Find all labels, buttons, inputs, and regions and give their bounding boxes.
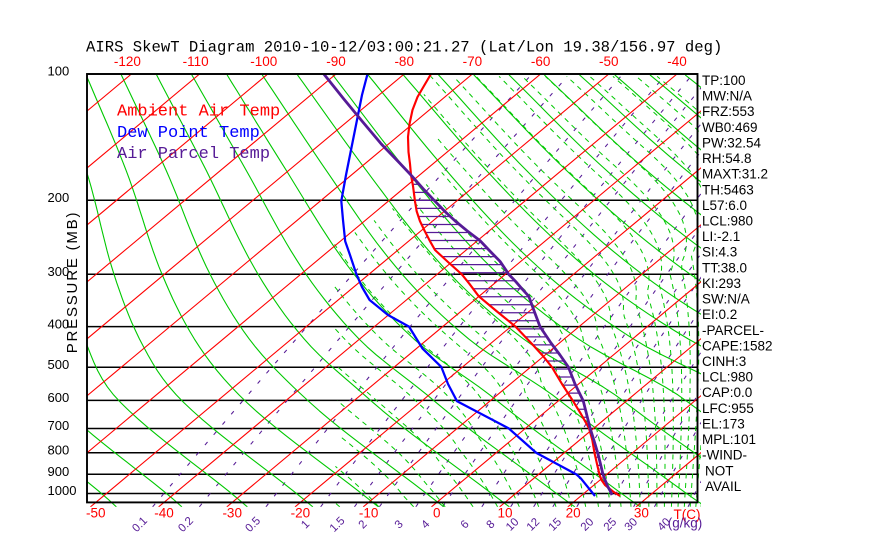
- svg-text:Ambient Air Temp: Ambient Air Temp: [117, 103, 280, 122]
- svg-text:20: 20: [566, 505, 581, 520]
- svg-text:-WIND-: -WIND-: [702, 448, 747, 463]
- svg-text:-80: -80: [394, 54, 414, 69]
- svg-text:KI:293: KI:293: [702, 276, 741, 291]
- svg-text:TP:100: TP:100: [702, 73, 746, 88]
- svg-text:-90: -90: [326, 54, 346, 69]
- svg-text:Air Parcel Temp: Air Parcel Temp: [117, 145, 270, 164]
- svg-text:L57:6.0: L57:6.0: [702, 198, 747, 213]
- svg-text:CAP:0.0: CAP:0.0: [702, 385, 752, 400]
- svg-text:-120: -120: [114, 54, 141, 69]
- svg-text:200: 200: [48, 190, 70, 205]
- svg-text:-40: -40: [667, 54, 687, 69]
- svg-text:WB0:469: WB0:469: [702, 120, 758, 135]
- svg-text:600: 600: [48, 390, 70, 405]
- svg-text:LCL:980: LCL:980: [702, 214, 753, 229]
- svg-text:Dew Point Temp: Dew Point Temp: [117, 124, 260, 143]
- svg-text:0: 0: [433, 505, 441, 520]
- svg-text:300: 300: [48, 264, 70, 279]
- svg-text:PW:32.54: PW:32.54: [702, 135, 762, 150]
- svg-text:T(C): T(C): [674, 507, 701, 522]
- svg-text:AVAIL: AVAIL: [705, 479, 742, 494]
- svg-text:-110: -110: [183, 54, 209, 69]
- svg-text:900: 900: [48, 464, 70, 479]
- svg-text:SW:N/A: SW:N/A: [702, 292, 750, 307]
- svg-text:TH:5463: TH:5463: [702, 182, 754, 197]
- svg-text:CINH:3: CINH:3: [702, 354, 746, 369]
- svg-text:SI:4.3: SI:4.3: [702, 245, 737, 260]
- svg-text:-50: -50: [599, 54, 619, 69]
- svg-text:30: 30: [634, 505, 649, 520]
- svg-text:CAPE:1582: CAPE:1582: [702, 338, 773, 353]
- svg-text:(g/kg): (g/kg): [668, 516, 703, 531]
- svg-text:PRESSURE (MB): PRESSURE (MB): [64, 211, 81, 354]
- svg-text:EI:0.2: EI:0.2: [702, 307, 737, 322]
- svg-text:-50: -50: [86, 505, 106, 520]
- svg-text:-PARCEL-: -PARCEL-: [702, 323, 764, 338]
- svg-text:-70: -70: [463, 54, 483, 69]
- svg-text:-100: -100: [250, 54, 277, 69]
- svg-text:NOT: NOT: [705, 463, 734, 478]
- svg-text:10: 10: [497, 505, 512, 520]
- svg-text:MPL:101: MPL:101: [702, 432, 756, 447]
- svg-text:-30: -30: [222, 505, 242, 520]
- svg-text:AIRS SkewT Diagram 2010-10-12/: AIRS SkewT Diagram 2010-10-12/03:00:21.2…: [86, 38, 722, 56]
- svg-text:500: 500: [48, 357, 70, 372]
- svg-text:EL:173: EL:173: [702, 417, 745, 432]
- svg-text:MAXT:31.2: MAXT:31.2: [702, 167, 768, 182]
- svg-text:LFC:955: LFC:955: [702, 401, 754, 416]
- svg-text:LCL:980: LCL:980: [702, 370, 753, 385]
- svg-text:-40: -40: [154, 505, 174, 520]
- svg-text:800: 800: [48, 443, 70, 458]
- svg-text:100: 100: [48, 64, 70, 79]
- svg-text:TT:38.0: TT:38.0: [702, 260, 747, 275]
- svg-text:-20: -20: [291, 505, 311, 520]
- svg-text:MW:N/A: MW:N/A: [702, 89, 752, 104]
- svg-text:-60: -60: [531, 54, 551, 69]
- svg-text:400: 400: [48, 316, 70, 331]
- svg-text:-10: -10: [359, 505, 379, 520]
- svg-text:RH:54.8: RH:54.8: [702, 151, 752, 166]
- svg-text:1000: 1000: [48, 483, 77, 498]
- svg-text:FRZ:553: FRZ:553: [702, 104, 755, 119]
- svg-text:700: 700: [48, 418, 70, 433]
- svg-text:LI:-2.1: LI:-2.1: [702, 229, 740, 244]
